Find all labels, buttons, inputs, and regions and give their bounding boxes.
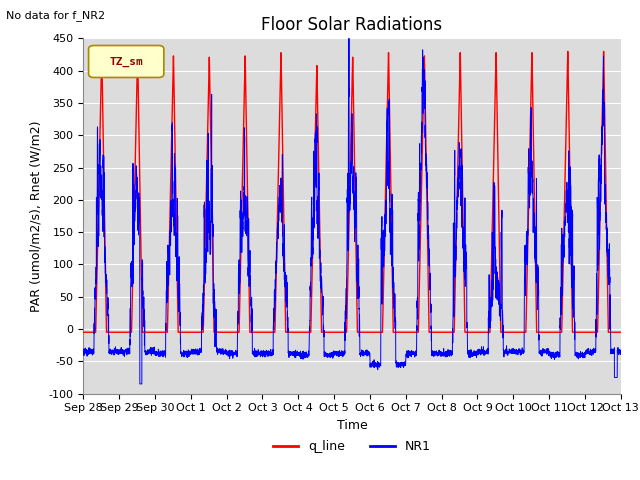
NR1	[616, 348, 624, 353]
q_line	[443, 329, 451, 335]
Text: TZ_sm: TZ_sm	[109, 56, 143, 67]
q_line	[564, 48, 572, 54]
X-axis label: Time: Time	[337, 419, 367, 432]
Title: Floor Solar Radiations: Floor Solar Radiations	[261, 16, 443, 34]
Line: NR1: NR1	[83, 38, 621, 384]
NR1	[473, 355, 481, 360]
NR1	[176, 310, 184, 315]
Legend: q_line, NR1: q_line, NR1	[268, 435, 436, 458]
NR1	[617, 349, 625, 355]
Text: No data for f_NR2: No data for f_NR2	[6, 10, 106, 21]
Y-axis label: PAR (umol/m2/s), Rnet (W/m2): PAR (umol/m2/s), Rnet (W/m2)	[30, 120, 43, 312]
NR1	[443, 350, 451, 356]
NR1	[345, 36, 353, 41]
NR1	[79, 350, 87, 356]
q_line	[503, 329, 511, 335]
Line: q_line: q_line	[83, 51, 621, 332]
NR1	[332, 352, 340, 358]
q_line	[616, 329, 624, 335]
q_line	[472, 329, 480, 335]
q_line	[332, 329, 340, 335]
q_line	[617, 329, 625, 335]
q_line	[176, 329, 184, 335]
NR1	[136, 381, 143, 387]
NR1	[503, 351, 511, 357]
FancyBboxPatch shape	[88, 46, 164, 77]
q_line	[79, 329, 87, 335]
